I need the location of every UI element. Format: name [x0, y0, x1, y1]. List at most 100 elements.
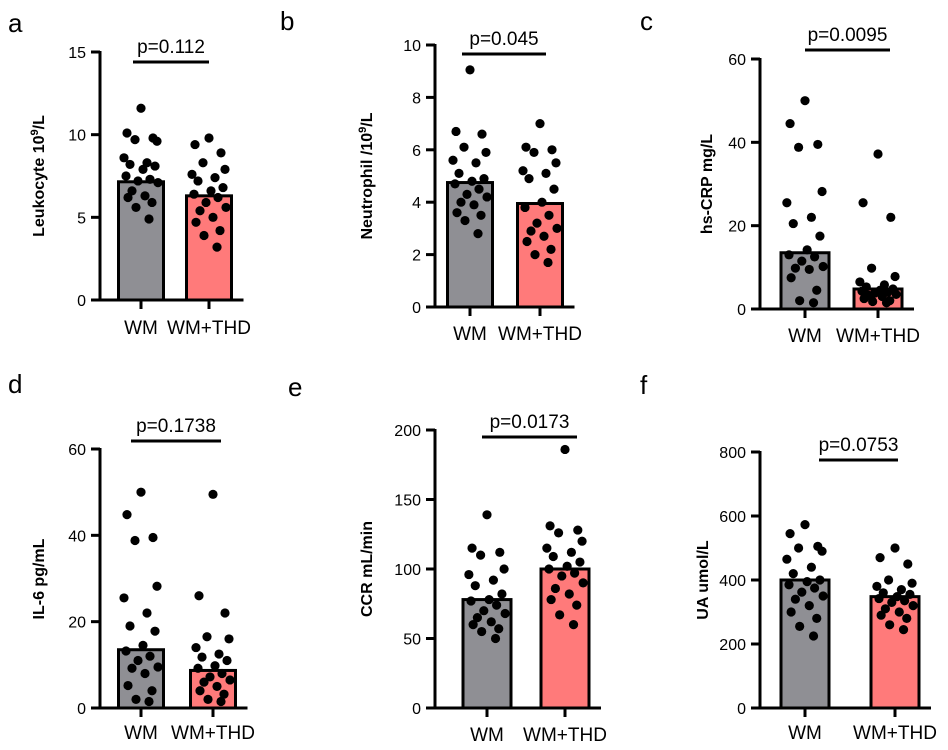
- data-point: [795, 296, 805, 306]
- p-value-label: p=0.1738: [136, 416, 216, 437]
- data-point: [892, 592, 902, 602]
- bar-wm: [461, 598, 513, 710]
- y-tick-label: 15: [68, 45, 86, 62]
- data-point: [142, 608, 152, 618]
- data-point: [464, 569, 474, 580]
- data-point: [477, 626, 487, 637]
- data-point: [890, 543, 900, 553]
- data-point: [564, 589, 574, 599]
- data-point: [542, 543, 552, 553]
- data-point: [797, 256, 807, 266]
- data-point: [210, 173, 220, 183]
- data-point: [127, 186, 137, 196]
- panel-c: c 0 20 40 60 WM WM+THD p=0.0095 hs-CRP mg/L: [640, 6, 920, 347]
- data-point: [119, 153, 129, 163]
- data-point: [150, 161, 160, 171]
- data-point: [530, 250, 540, 260]
- panel-b: b 0 2 4 6 8 10 WM WM+THD p=0.045 Neutrophil /109/L: [280, 6, 582, 345]
- data-point: [145, 651, 155, 661]
- data-point: [570, 568, 580, 578]
- panel-a: a 0 5 10 15 WM WM+THD p=0.112 Leukocyte 109/L: [8, 8, 251, 339]
- data-point: [885, 620, 895, 630]
- data-point: [451, 126, 461, 137]
- data-point: [153, 662, 163, 672]
- data-point: [152, 581, 162, 591]
- y-tick-label: 150: [394, 493, 421, 510]
- data-point: [201, 197, 211, 208]
- data-point: [482, 510, 492, 520]
- data-point: [813, 139, 823, 150]
- data-point: [808, 631, 819, 641]
- x-tick-label: WM+THD: [498, 324, 582, 345]
- data-point: [817, 186, 827, 197]
- data-point: [547, 145, 557, 155]
- data-point: [894, 607, 904, 617]
- data-point: [122, 128, 132, 138]
- data-point: [782, 554, 792, 564]
- data-point: [190, 139, 200, 150]
- data-point: [481, 147, 491, 158]
- panel-e: e 0 50 100 150 200 WM WM+THD p=0.0173 CCR mL/min: [288, 372, 607, 746]
- data-point: [203, 694, 213, 704]
- data-point: [219, 689, 229, 699]
- data-point: [454, 168, 464, 178]
- data-point: [815, 231, 825, 241]
- bar-wm-thd: [516, 202, 564, 309]
- data-point: [535, 119, 545, 129]
- data-point: [477, 129, 487, 139]
- data-point: [521, 142, 531, 152]
- data-point: [905, 589, 915, 600]
- data-point: [474, 184, 484, 194]
- data-point: [876, 610, 886, 620]
- data-point: [212, 681, 222, 692]
- data-point: [450, 179, 460, 189]
- data-point: [467, 176, 477, 186]
- data-point: [216, 696, 226, 707]
- data-point: [544, 564, 554, 574]
- data-point: [193, 176, 203, 186]
- data-point: [140, 668, 150, 679]
- data-point: [452, 208, 462, 218]
- data-point: [548, 551, 558, 562]
- p-value-label: p=0.112: [137, 37, 205, 58]
- data-point: [788, 569, 798, 579]
- p-value-label: p=0.045: [469, 29, 538, 50]
- data-point: [136, 103, 146, 113]
- data-point: [784, 580, 794, 590]
- data-point: [140, 191, 150, 201]
- data-point: [562, 561, 572, 571]
- data-point: [490, 633, 501, 644]
- data-point: [127, 663, 137, 673]
- data-point: [208, 212, 218, 222]
- data-point: [479, 606, 489, 616]
- data-point: [873, 149, 883, 159]
- p-value-label: p=0.0173: [490, 412, 570, 433]
- panel-letter: c: [640, 6, 653, 36]
- data-point: [817, 546, 827, 556]
- data-point: [130, 135, 140, 145]
- data-point: [551, 158, 561, 168]
- data-point: [488, 575, 498, 585]
- data-point: [544, 210, 554, 220]
- y-tick-label: 20: [68, 615, 86, 632]
- data-point: [812, 285, 822, 295]
- data-point: [123, 680, 133, 691]
- data-point: [522, 236, 532, 247]
- y-tick-label: 0: [412, 701, 421, 718]
- data-point: [222, 655, 232, 666]
- data-point: [202, 632, 212, 642]
- data-point: [465, 65, 475, 75]
- data-point: [520, 202, 530, 213]
- x-tick-label: WM+THD: [523, 725, 607, 746]
- data-point: [785, 529, 795, 539]
- data-point: [210, 661, 220, 671]
- data-point: [217, 668, 227, 679]
- data-point: [467, 543, 477, 553]
- data-point: [794, 142, 804, 152]
- bar-wm-thd: [185, 194, 233, 302]
- data-point: [794, 543, 804, 553]
- data-point: [147, 197, 157, 208]
- data-point: [554, 528, 564, 538]
- data-point: [225, 675, 235, 685]
